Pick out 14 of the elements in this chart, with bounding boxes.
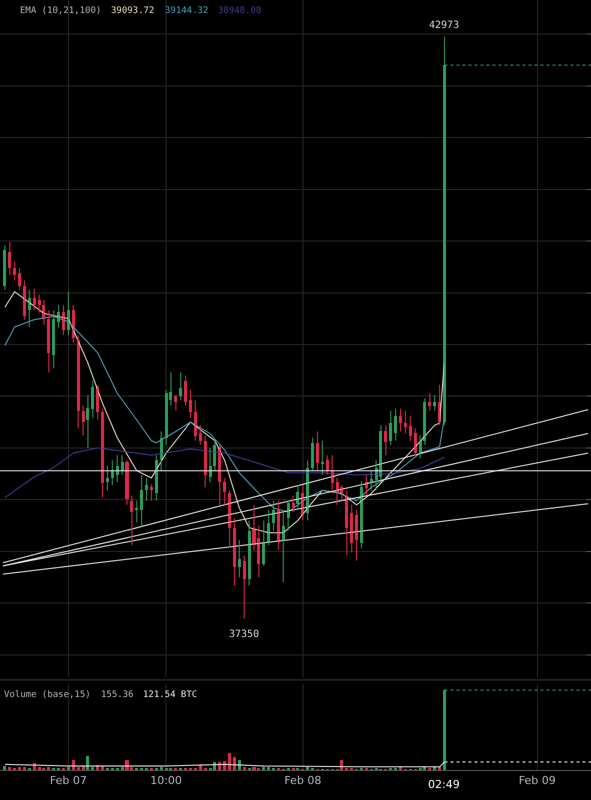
annotation: EMA (10,21,100) (20, 6, 102, 16)
x-tick-label: 10:00 (150, 774, 182, 788)
text: 02:49 (428, 778, 460, 791)
annotation: 37350 (229, 629, 260, 640)
annotation: 39144.32 (165, 6, 208, 16)
annotation: 155.36 (101, 690, 134, 700)
annotation: 121.54 BTC (143, 690, 198, 700)
annotation: 38948.08 (218, 6, 262, 16)
annotation: Volume (base,15) (4, 690, 91, 700)
x-tick-label: Feb 09 (518, 774, 556, 788)
x-tick-label: Feb 07 (50, 774, 87, 788)
annotation: 39093.72 (111, 6, 154, 16)
annotation: 42973 (429, 20, 460, 31)
x-tick-label: Feb 08 (284, 774, 322, 788)
